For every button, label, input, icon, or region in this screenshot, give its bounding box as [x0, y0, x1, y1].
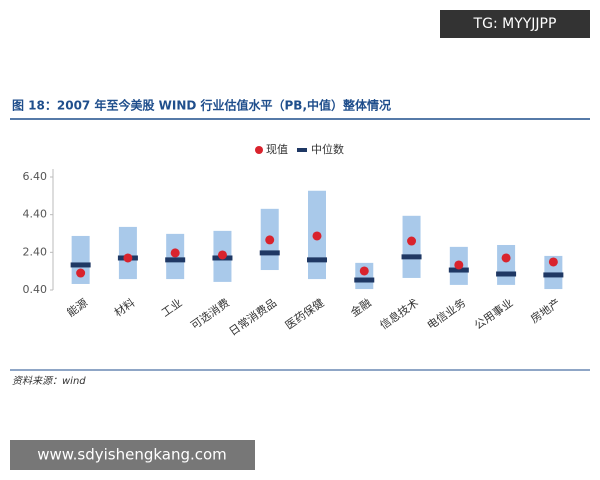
- median-mark: [543, 272, 564, 278]
- median-mark: [496, 271, 517, 277]
- range-bar: [118, 226, 137, 280]
- current-dot: [76, 268, 86, 278]
- median-mark: [354, 277, 375, 283]
- current-dot: [217, 250, 227, 260]
- current-dot: [407, 236, 417, 246]
- y-tick-label: 0.40: [23, 283, 48, 296]
- median-mark: [307, 257, 327, 263]
- y-tick-label: 6.40: [23, 170, 48, 183]
- watermark: www.sdyishengkang.com: [37, 446, 227, 464]
- current-dot: [123, 253, 133, 263]
- median-mark: [70, 262, 91, 268]
- y-tick-label: 2.40: [23, 245, 48, 258]
- current-dot: [501, 253, 511, 263]
- current-dot: [312, 231, 322, 241]
- x-tick-label: 可选消费: [188, 295, 232, 332]
- source: 资料来源：wind: [12, 375, 86, 387]
- median-mark: [401, 254, 422, 260]
- median-mark: [259, 250, 280, 256]
- watermark: TG: MYYJJPP: [473, 16, 557, 32]
- median-mark: [448, 267, 469, 273]
- range-bar: [402, 215, 421, 278]
- x-tick-label: 能源: [64, 295, 90, 319]
- x-tick-label: 房地产: [528, 295, 563, 325]
- x-tick-label: 材料: [111, 295, 137, 319]
- watermark-box: [10, 440, 255, 470]
- x-tick-label: 工业: [159, 296, 184, 319]
- range-bar: [497, 244, 516, 285]
- y-tick-label: 4.40: [23, 208, 48, 221]
- legend-marker: [255, 146, 263, 154]
- current-dot: [170, 248, 180, 258]
- watermark-box: [440, 10, 590, 38]
- legend-marker: [297, 148, 307, 152]
- current-dot: [359, 266, 369, 276]
- x-tick-label: 信息技术: [377, 295, 421, 332]
- x-tick-label: 电信业务: [425, 296, 468, 332]
- current-dot: [548, 257, 558, 267]
- legend-label: 中位数: [311, 142, 344, 156]
- x-tick-label: 医药保健: [282, 295, 326, 332]
- current-dot: [454, 260, 464, 270]
- current-dot: [265, 235, 275, 245]
- x-tick-label: 金融: [348, 295, 374, 319]
- chart-title: 图 18：2007 年至今美股 WIND 行业估值水平（PB,中值）整体情况: [12, 98, 391, 113]
- x-tick-label: 日常消费品: [226, 295, 279, 338]
- median-mark: [165, 257, 186, 263]
- range-bar: [71, 235, 90, 284]
- x-tick-label: 公用事业: [472, 296, 515, 332]
- legend-label: 现值: [266, 143, 288, 156]
